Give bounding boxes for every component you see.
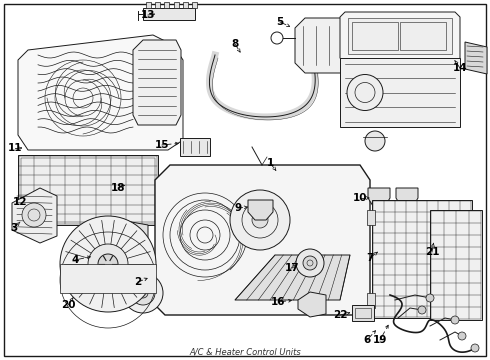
- Text: 7: 7: [367, 253, 374, 263]
- Text: 14: 14: [453, 63, 467, 73]
- Text: A/C & Heater Control Units: A/C & Heater Control Units: [189, 347, 301, 356]
- Bar: [192, 2, 197, 8]
- Circle shape: [426, 294, 434, 302]
- Text: 16: 16: [271, 297, 285, 307]
- Text: 11: 11: [8, 143, 22, 153]
- Bar: [173, 2, 178, 8]
- Circle shape: [138, 288, 148, 298]
- Circle shape: [22, 203, 46, 227]
- Bar: [430, 210, 482, 320]
- Polygon shape: [235, 255, 350, 300]
- Text: 15: 15: [155, 140, 169, 150]
- Circle shape: [471, 344, 479, 352]
- Bar: [340, 58, 460, 127]
- Bar: [60, 264, 156, 293]
- Polygon shape: [12, 188, 57, 243]
- Circle shape: [365, 131, 385, 151]
- Bar: [165, 2, 170, 8]
- Circle shape: [271, 32, 283, 44]
- Circle shape: [123, 273, 163, 313]
- Circle shape: [347, 75, 383, 111]
- Polygon shape: [465, 42, 487, 74]
- Text: 20: 20: [61, 300, 75, 310]
- Circle shape: [60, 216, 156, 312]
- Circle shape: [418, 306, 426, 314]
- Text: 12: 12: [13, 197, 27, 207]
- Bar: [355, 308, 371, 318]
- Circle shape: [88, 244, 128, 284]
- Circle shape: [98, 254, 118, 274]
- Bar: [372, 200, 472, 318]
- Polygon shape: [155, 165, 370, 315]
- Bar: [367, 210, 375, 225]
- Bar: [348, 18, 452, 54]
- Circle shape: [230, 190, 290, 250]
- Text: 5: 5: [276, 17, 284, 27]
- Polygon shape: [295, 18, 363, 73]
- Text: 21: 21: [425, 247, 439, 257]
- Polygon shape: [340, 12, 460, 63]
- Polygon shape: [368, 188, 390, 206]
- Text: 3: 3: [10, 223, 18, 233]
- Polygon shape: [133, 40, 181, 125]
- Text: 17: 17: [285, 263, 299, 273]
- Bar: [400, 22, 446, 50]
- Circle shape: [252, 212, 268, 228]
- Bar: [18, 155, 158, 225]
- Bar: [155, 2, 160, 8]
- Bar: [183, 2, 188, 8]
- Circle shape: [131, 281, 155, 305]
- Polygon shape: [248, 200, 273, 220]
- Bar: [21, 158, 155, 222]
- Bar: [352, 22, 398, 50]
- Text: 2: 2: [134, 277, 142, 287]
- Text: 18: 18: [111, 183, 125, 193]
- Circle shape: [451, 316, 459, 324]
- Bar: [180, 138, 210, 156]
- Polygon shape: [120, 220, 148, 255]
- Polygon shape: [18, 35, 183, 150]
- Text: 8: 8: [231, 39, 239, 49]
- Circle shape: [303, 256, 317, 270]
- Text: 6: 6: [364, 335, 370, 345]
- Polygon shape: [396, 188, 418, 206]
- Text: 10: 10: [353, 193, 367, 203]
- Text: 22: 22: [333, 310, 347, 320]
- Text: 19: 19: [373, 335, 387, 345]
- Bar: [367, 293, 375, 308]
- Circle shape: [93, 248, 107, 262]
- Bar: [352, 305, 374, 321]
- Polygon shape: [298, 292, 326, 317]
- Circle shape: [296, 249, 324, 277]
- Text: 4: 4: [72, 255, 79, 265]
- Circle shape: [458, 332, 466, 340]
- Text: 1: 1: [267, 158, 273, 168]
- Text: 9: 9: [234, 203, 242, 213]
- Text: 13: 13: [141, 10, 155, 20]
- Bar: [146, 2, 151, 8]
- Bar: [143, 8, 195, 20]
